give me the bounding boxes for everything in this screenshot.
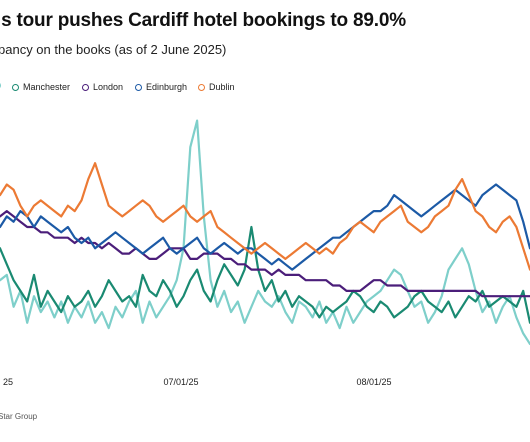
x-tick-label: 08/01/25	[356, 377, 391, 387]
legend-item-4: Dublin	[198, 82, 235, 92]
source-note: Star Group	[0, 412, 38, 421]
legend-label: Edinburgh	[146, 82, 188, 92]
chart-subtitle: pancy on the books (as of 2 June 2025)	[0, 42, 227, 57]
series-line-3	[0, 183, 530, 271]
legend-marker	[82, 83, 89, 91]
chart-title: is tour pushes Cardiff hotel bookings to…	[0, 10, 406, 31]
series-line-0	[0, 119, 530, 346]
legend-label: Manchester	[23, 82, 71, 92]
legend-marker	[198, 83, 205, 91]
series-line-2	[0, 210, 530, 298]
x-axis-ticks: 25 07/01/25 08/01/25	[3, 377, 392, 387]
legend-item-1: Manchester	[12, 82, 70, 92]
series-line-1	[0, 225, 530, 324]
legend-label: Dublin	[209, 82, 235, 92]
x-tick-label: 07/01/25	[163, 377, 198, 387]
legend-marker	[12, 83, 19, 91]
legend-item-2: London	[82, 82, 123, 92]
x-tick-label: 25	[3, 377, 13, 387]
legend-item-0	[0, 82, 5, 89]
legend-item-3: Edinburgh	[135, 82, 187, 92]
series-lines	[0, 119, 530, 346]
series-line-4	[0, 162, 530, 271]
legend-label: London	[93, 82, 124, 92]
legend-marker	[135, 83, 142, 91]
